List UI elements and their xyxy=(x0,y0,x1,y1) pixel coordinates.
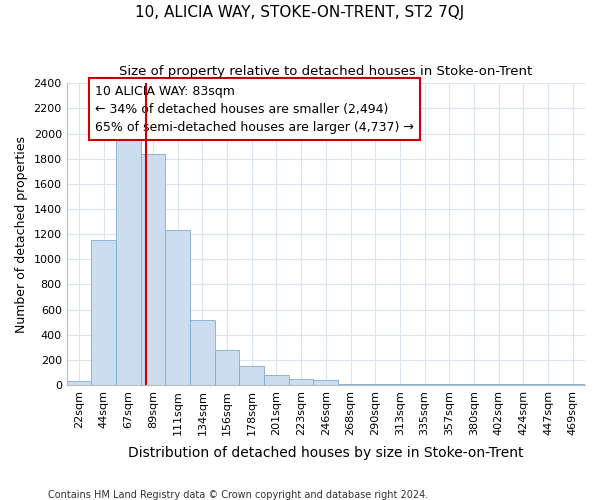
Bar xyxy=(239,366,264,385)
Y-axis label: Number of detached properties: Number of detached properties xyxy=(15,136,28,332)
Bar xyxy=(560,384,585,385)
Text: Contains HM Land Registry data © Crown copyright and database right 2024.: Contains HM Land Registry data © Crown c… xyxy=(48,490,428,500)
Bar xyxy=(313,380,338,385)
Bar xyxy=(412,384,437,385)
Bar xyxy=(116,140,141,385)
Bar xyxy=(437,384,461,385)
Bar xyxy=(289,378,313,385)
Bar xyxy=(486,384,511,385)
Bar xyxy=(264,375,289,385)
Bar xyxy=(166,230,190,385)
Text: 10, ALICIA WAY, STOKE-ON-TRENT, ST2 7QJ: 10, ALICIA WAY, STOKE-ON-TRENT, ST2 7QJ xyxy=(136,5,464,20)
Bar xyxy=(511,384,536,385)
Bar xyxy=(363,384,388,385)
Bar xyxy=(536,384,560,385)
Bar xyxy=(461,384,486,385)
Bar xyxy=(67,381,91,385)
Title: Size of property relative to detached houses in Stoke-on-Trent: Size of property relative to detached ho… xyxy=(119,65,532,78)
Bar xyxy=(338,384,363,385)
Bar xyxy=(91,240,116,385)
Bar xyxy=(388,384,412,385)
X-axis label: Distribution of detached houses by size in Stoke-on-Trent: Distribution of detached houses by size … xyxy=(128,446,524,460)
Bar xyxy=(215,350,239,385)
Bar xyxy=(141,154,166,385)
Bar xyxy=(190,320,215,385)
Text: 10 ALICIA WAY: 83sqm
← 34% of detached houses are smaller (2,494)
65% of semi-de: 10 ALICIA WAY: 83sqm ← 34% of detached h… xyxy=(95,84,414,134)
